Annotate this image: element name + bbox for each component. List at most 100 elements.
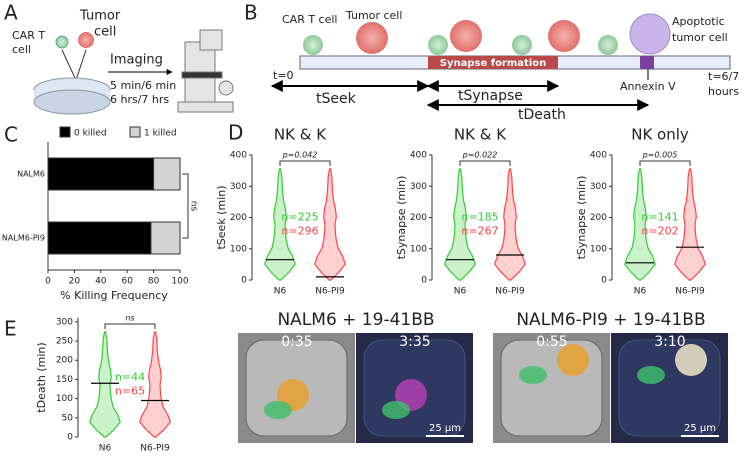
timestamp: 0:35 [281,334,312,350]
panel-label: A [4,1,18,25]
scale-label: 25 µm [684,423,716,434]
micrograph-title: NALM6 + 19-41BB [277,310,434,330]
bar [47,221,152,255]
y-tick-label: 50 [62,413,74,423]
bar [153,157,181,191]
label: CAR T [12,29,45,42]
y-tick-label: 100 [230,244,247,254]
cell [382,401,410,419]
legend-label: 0 killed [74,129,107,139]
n-label: n=202 [641,225,678,238]
y-axis-label: tDeath (min) [35,342,48,412]
violin [674,168,706,281]
label: cell [94,25,116,40]
y-tick-label: 150 [56,375,73,385]
n-label: n=44 [115,371,145,384]
violin [444,168,476,281]
violin [264,168,296,281]
micrograph-title: NALM6-PI9 + 19-41BB [516,310,705,330]
label: cell [12,43,31,56]
cell [637,366,665,384]
bracket [459,160,511,166]
label: Tumor cell [345,9,402,22]
x-tick-label: N6-PI9 [315,287,345,297]
p-value: ns [125,314,134,323]
label: 5 min/6 min [110,79,176,92]
violin [314,168,346,281]
chart-title: NK & K [454,126,507,144]
x-tick-label: N6 [634,287,647,297]
x-tick-label: 80 [148,277,160,287]
x-tick-label: 0 [45,277,51,287]
label: hours [708,85,739,98]
y-tick-label: 300 [590,182,607,192]
n-label: n=185 [461,211,498,224]
y-tick-label: 400 [230,151,247,161]
bracket [104,323,156,329]
y-tick-label: 200 [230,213,247,223]
p-value: p=0.042 [282,151,318,160]
bracket [279,160,331,166]
n-label: n=225 [281,211,318,224]
label: t=0 [273,69,294,82]
timestamp: 3:35 [399,334,430,350]
y-tick-label: 250 [56,337,73,347]
n-label: n=141 [641,211,678,224]
y-axis-label: tSynapse (min) [575,176,588,260]
y-tick-label: 100 [410,244,427,254]
y-tick-label: 300 [56,317,73,327]
x-tick-label: 60 [121,277,133,287]
label: Tumor [79,9,121,24]
y-tick-label: 400 [590,151,607,161]
panel-label: B [244,1,258,25]
legend-label: 1 killed [144,129,177,139]
label: Annexin V [620,80,676,93]
p-value: p=0.005 [642,151,678,160]
x-axis-label: % Killing Frequency [60,289,168,302]
y-tick-label: 300 [230,182,247,192]
label: 6 hrs/7 hrs [110,93,169,106]
y-axis-label: tSeek (min) [215,185,228,249]
chart-title: NK only [631,126,689,144]
panel-label: E [4,317,17,341]
x-tick-label: N6 [274,287,287,297]
legend-swatch [59,126,71,138]
y-tick-label: NALM6 [17,170,45,179]
t-cell-icon [55,35,69,49]
y-tick-label: 0 [67,433,73,443]
y-tick-label: 200 [410,213,427,223]
synapse-bar [428,56,558,69]
label: CAR T cell [282,13,338,26]
x-tick-label: N6 [99,444,112,454]
y-tick-label: 0 [241,276,247,286]
label: tSeek [316,91,357,107]
p-value: p=0.022 [462,151,498,160]
y-tick-label: 400 [410,151,427,161]
violin [494,168,526,281]
chart-title: NK & K [274,126,327,144]
x-tick-label: 100 [171,277,188,287]
x-tick-label: N6-PI9 [675,287,705,297]
x-tick-label: 20 [69,277,81,287]
pointer [61,49,87,81]
y-tick-label: 200 [56,356,73,366]
cell [557,344,589,376]
cells [303,13,671,55]
timestamp: 3:10 [654,334,685,350]
scale-label: 25 µm [429,423,461,434]
y-tick-label: NALM6-PI9 [2,234,45,243]
bar [47,157,155,191]
cell [264,401,292,419]
violin [89,331,121,438]
label: Synapse formation [440,58,546,69]
n-label: n=267 [461,225,498,238]
x-tick-label: N6 [454,287,467,297]
n-label: n=296 [281,225,318,238]
annotation: ns [189,201,199,212]
y-tick-label: 0 [421,276,427,286]
label: tSynapse [458,88,523,104]
label: tDeath [518,107,566,123]
label: Apoptotic [672,15,725,28]
panel-label: D [228,121,243,145]
y-tick-label: 0 [601,276,607,286]
